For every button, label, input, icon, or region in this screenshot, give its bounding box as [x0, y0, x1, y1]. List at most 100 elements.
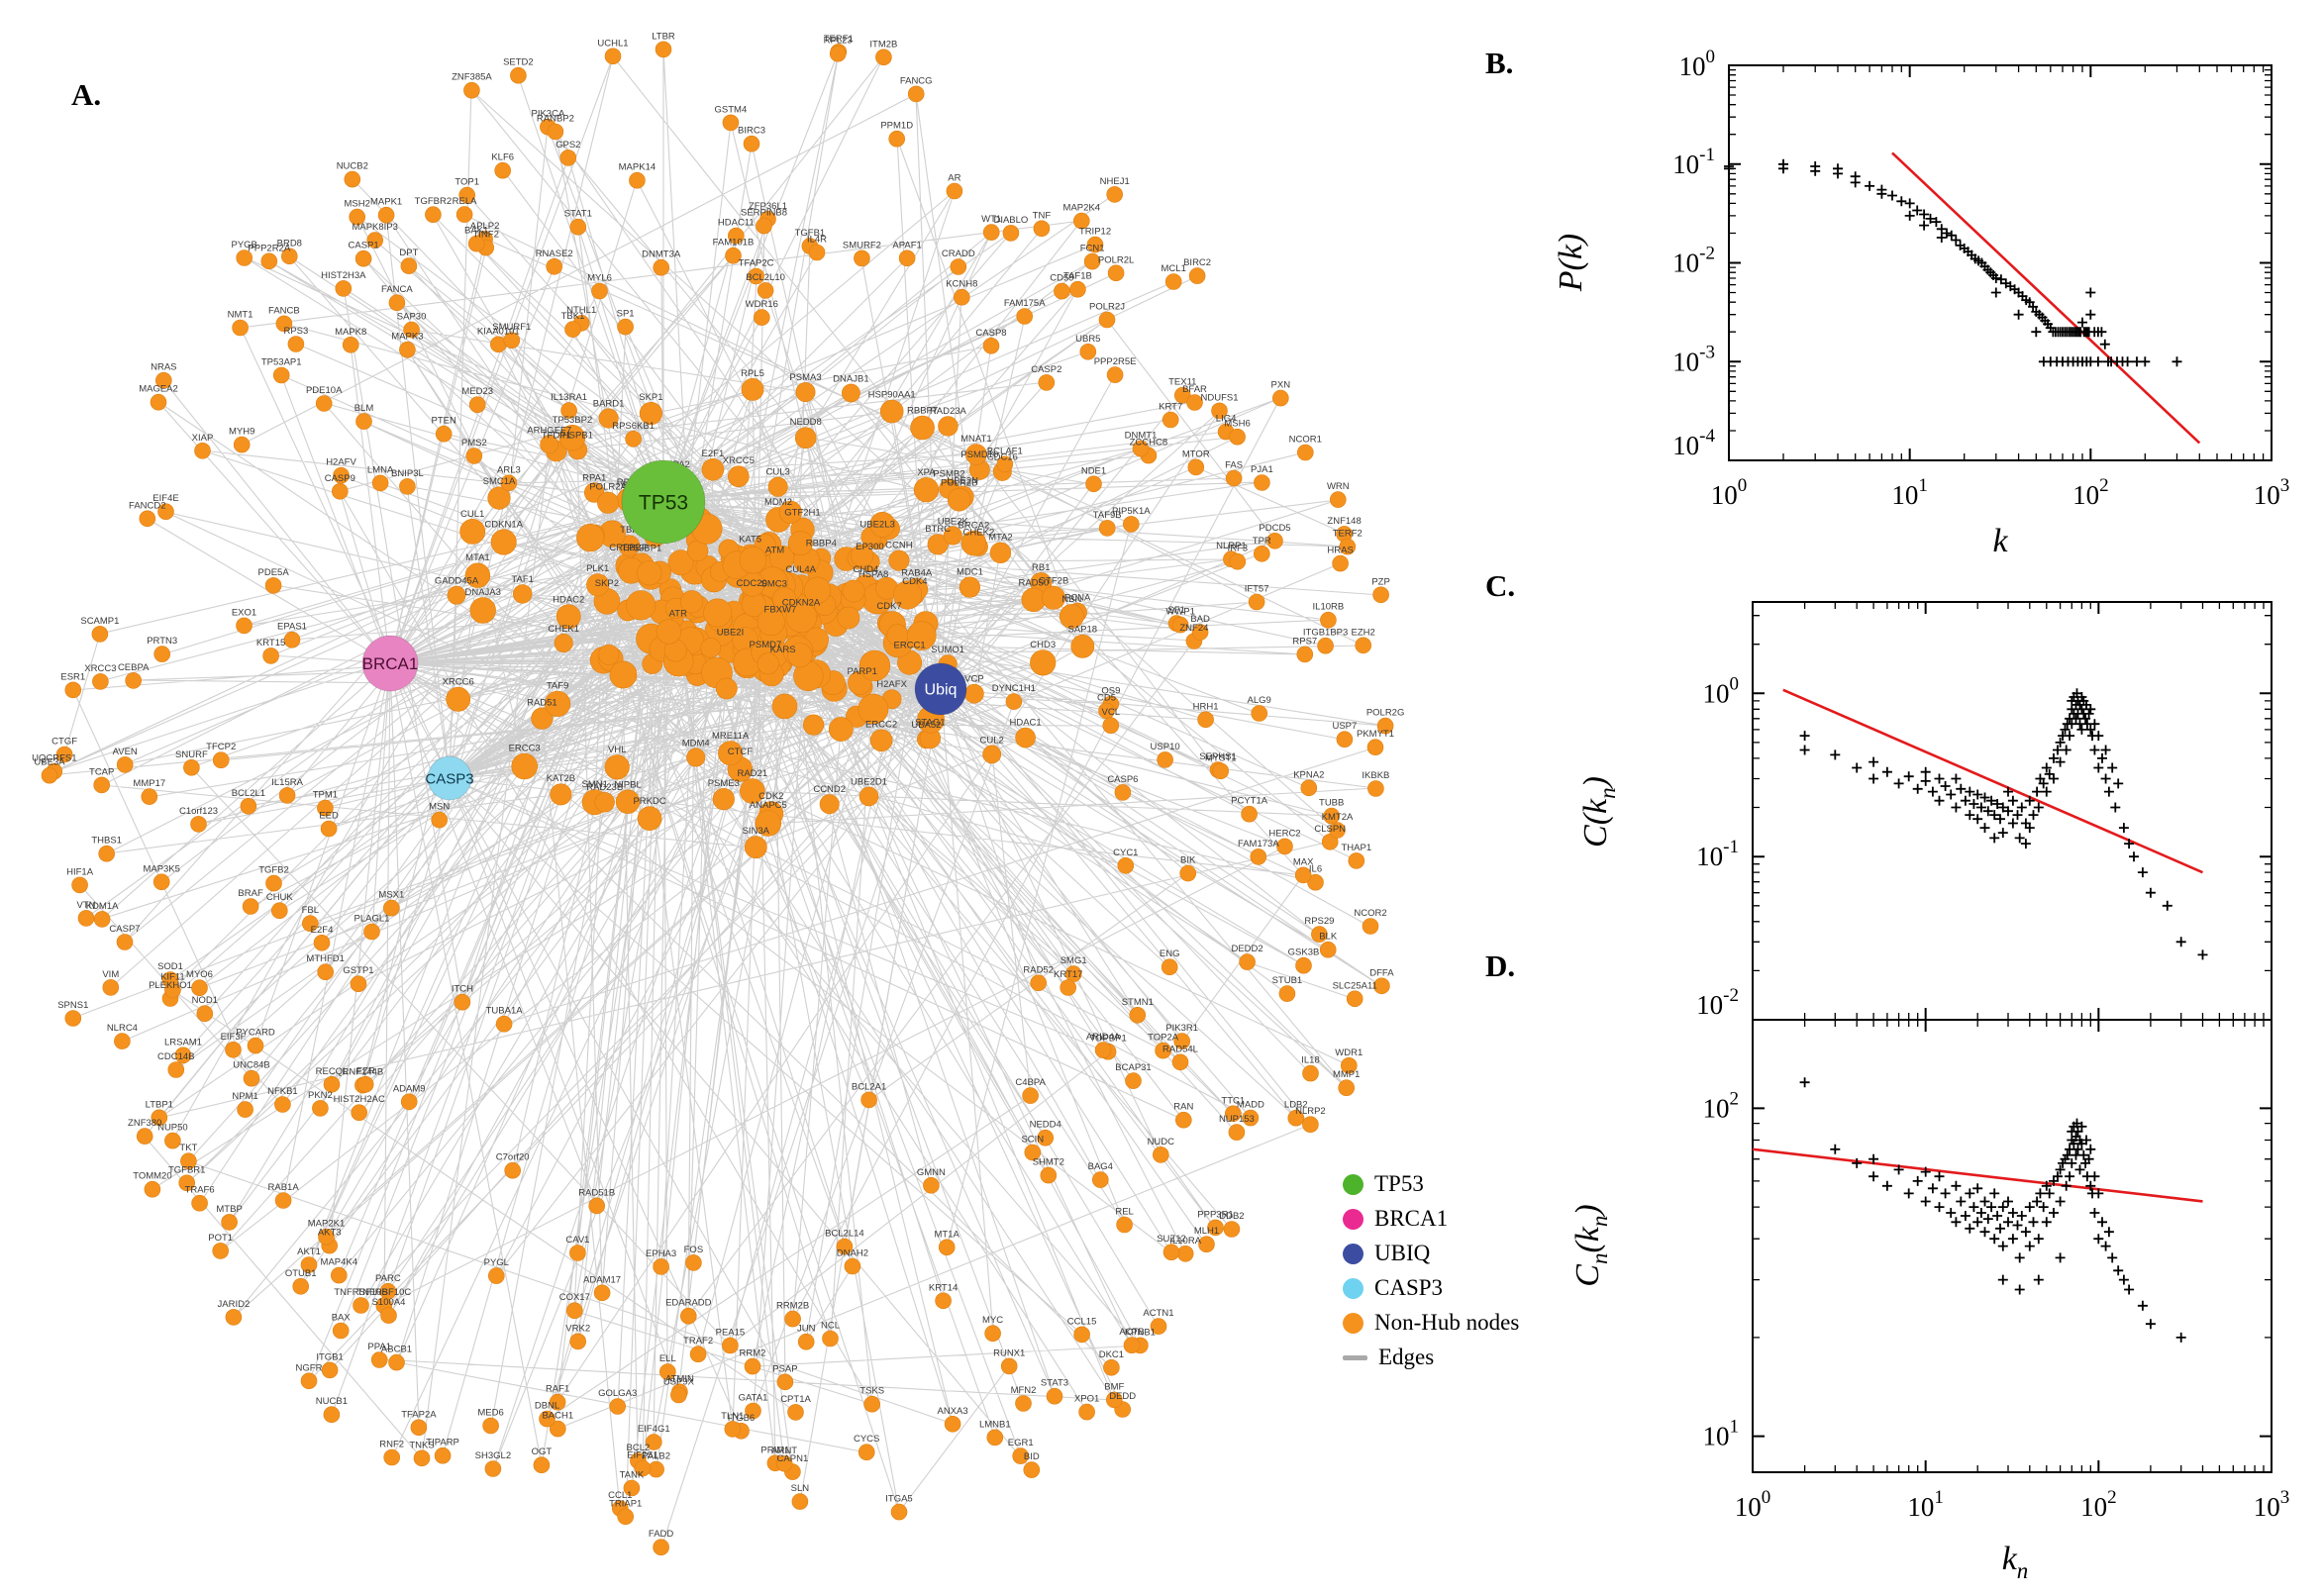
- network-node: [686, 748, 706, 767]
- network-node: [637, 806, 662, 832]
- legend-item-label: BRCA1: [1374, 1206, 1449, 1231]
- gene-label: PSME3: [708, 778, 740, 789]
- gene-label: ZNF380: [128, 1118, 161, 1129]
- network-node: [1150, 1318, 1167, 1335]
- gene-label: XIAP: [192, 433, 214, 444]
- chart-degree-distribution: 100 10-1 10-2 10-3 10-4 100 101 102 103 P(k) k: [1553, 47, 2289, 559]
- gene-label: DYNC1H1: [992, 683, 1036, 694]
- gene-label: RAD51: [527, 697, 557, 708]
- gene-label: GMNN: [917, 1167, 946, 1178]
- network-node: [943, 526, 962, 546]
- network-node: [278, 787, 296, 804]
- gene-label: TRIP12: [1079, 227, 1111, 238]
- network-node: [93, 911, 111, 928]
- gene-label: LMNB1: [979, 1419, 1011, 1430]
- gene-label: GOLGA3: [598, 1388, 637, 1399]
- network-node: [464, 562, 491, 588]
- network-node: [1323, 807, 1340, 825]
- gene-label: AKT1: [297, 1247, 321, 1257]
- network-node: [413, 1449, 431, 1467]
- gene-label: TNF: [1033, 210, 1052, 221]
- gene-label: IL15RA: [271, 777, 303, 788]
- gene-label: CDK7: [876, 601, 901, 612]
- gene-label: FANCD2: [129, 500, 165, 511]
- gene-label: PIP5K1A: [1112, 506, 1151, 517]
- gene-label: MTA2: [988, 532, 1013, 543]
- gene-label: CDC14B: [157, 1051, 195, 1062]
- tick-label: 10-2: [1672, 244, 1715, 278]
- legend: TP53 BRCA1 UBIQ CASP3 Non-Hub nodes Edges: [1343, 1171, 1519, 1370]
- gene-label: PKMYT1: [1357, 729, 1394, 740]
- network-node: [888, 130, 906, 148]
- gene-label: NUCB1: [316, 1396, 348, 1407]
- network-node: [1162, 411, 1179, 429]
- gene-label: MED6: [477, 1408, 503, 1419]
- network-node: [569, 1245, 586, 1261]
- network-node: [767, 476, 788, 497]
- network-node: [854, 249, 870, 267]
- gene-label: PLK1: [586, 563, 609, 574]
- network-node: [615, 789, 641, 814]
- gene-label: DKC1: [1099, 1349, 1124, 1360]
- network-node: [1197, 711, 1214, 729]
- gene-label: TBK1: [561, 311, 585, 322]
- network-node: [858, 786, 879, 807]
- gene-label: MAGEA2: [139, 384, 178, 395]
- panel-d-label: D.: [1485, 948, 1516, 983]
- network-node: [1211, 402, 1228, 420]
- network-node: [1086, 236, 1104, 253]
- network-node: [984, 1325, 1001, 1342]
- network-node: [351, 1104, 368, 1121]
- network-node: [540, 435, 559, 454]
- gene-label: USP7: [1332, 721, 1357, 732]
- network-node: [828, 717, 854, 742]
- gene-label: TP53BP2: [553, 415, 593, 426]
- gene-label: RNF2: [379, 1440, 404, 1450]
- gene-label: PEA15: [716, 1328, 746, 1339]
- gene-label: REL: [1115, 1207, 1133, 1218]
- fit-line: [1752, 1147, 2203, 1203]
- gene-label: TOP1: [454, 177, 479, 188]
- network-node: [1107, 264, 1125, 282]
- network-node: [1155, 1042, 1171, 1059]
- gene-label: ITCH: [452, 984, 473, 995]
- gene-label: LTBP1: [146, 1099, 173, 1110]
- network-node: [1278, 985, 1296, 1002]
- network-node: [850, 544, 874, 567]
- gene-label: FAS: [1225, 460, 1243, 471]
- gene-label: SMURF2: [843, 240, 881, 250]
- chart-neighborhood-connectivity: 102 101 100 101 102 103 Cn(kn) kn: [1569, 1019, 2289, 1583]
- hub-circle: [621, 459, 706, 545]
- network-node: [893, 580, 923, 610]
- hub-node-tp53: TP53: [621, 459, 706, 545]
- gene-label: CASP9: [325, 473, 355, 484]
- network-node: [947, 487, 971, 512]
- gene-label: TNFRSF10C: [356, 1287, 411, 1298]
- gene-label: TAF9B: [1093, 510, 1122, 521]
- gene-label: NCOR2: [1354, 908, 1386, 919]
- network-node: [875, 49, 892, 66]
- gene-label: EGR1: [1008, 1438, 1034, 1448]
- gene-label: PYGL: [484, 1257, 509, 1268]
- gene-label: FAM175A: [1004, 298, 1046, 309]
- gene-label: RAD23A: [930, 406, 967, 417]
- gene-label: SAP30: [397, 312, 427, 323]
- gene-label: BTRC: [925, 524, 951, 535]
- network-node: [558, 425, 586, 451]
- tick-label: 102: [2072, 475, 2109, 510]
- network-node: [236, 617, 252, 635]
- network-node: [183, 758, 200, 776]
- hub-circle: [361, 635, 419, 692]
- gene-label: PSMD7: [750, 640, 782, 650]
- gene-label: GSTM4: [715, 104, 748, 115]
- gene-label: TIPARP: [426, 1438, 459, 1448]
- network-node: [1129, 1007, 1147, 1024]
- network-node: [1117, 856, 1135, 874]
- network-node: [1038, 374, 1056, 391]
- scatter-markers: [1799, 1077, 2186, 1343]
- gene-label: ENG: [1160, 948, 1180, 959]
- network-node: [287, 336, 305, 352]
- hub-node-casp3: CASP3: [425, 755, 474, 801]
- gene-label: PRKDC: [633, 796, 665, 807]
- network-node: [243, 1069, 260, 1087]
